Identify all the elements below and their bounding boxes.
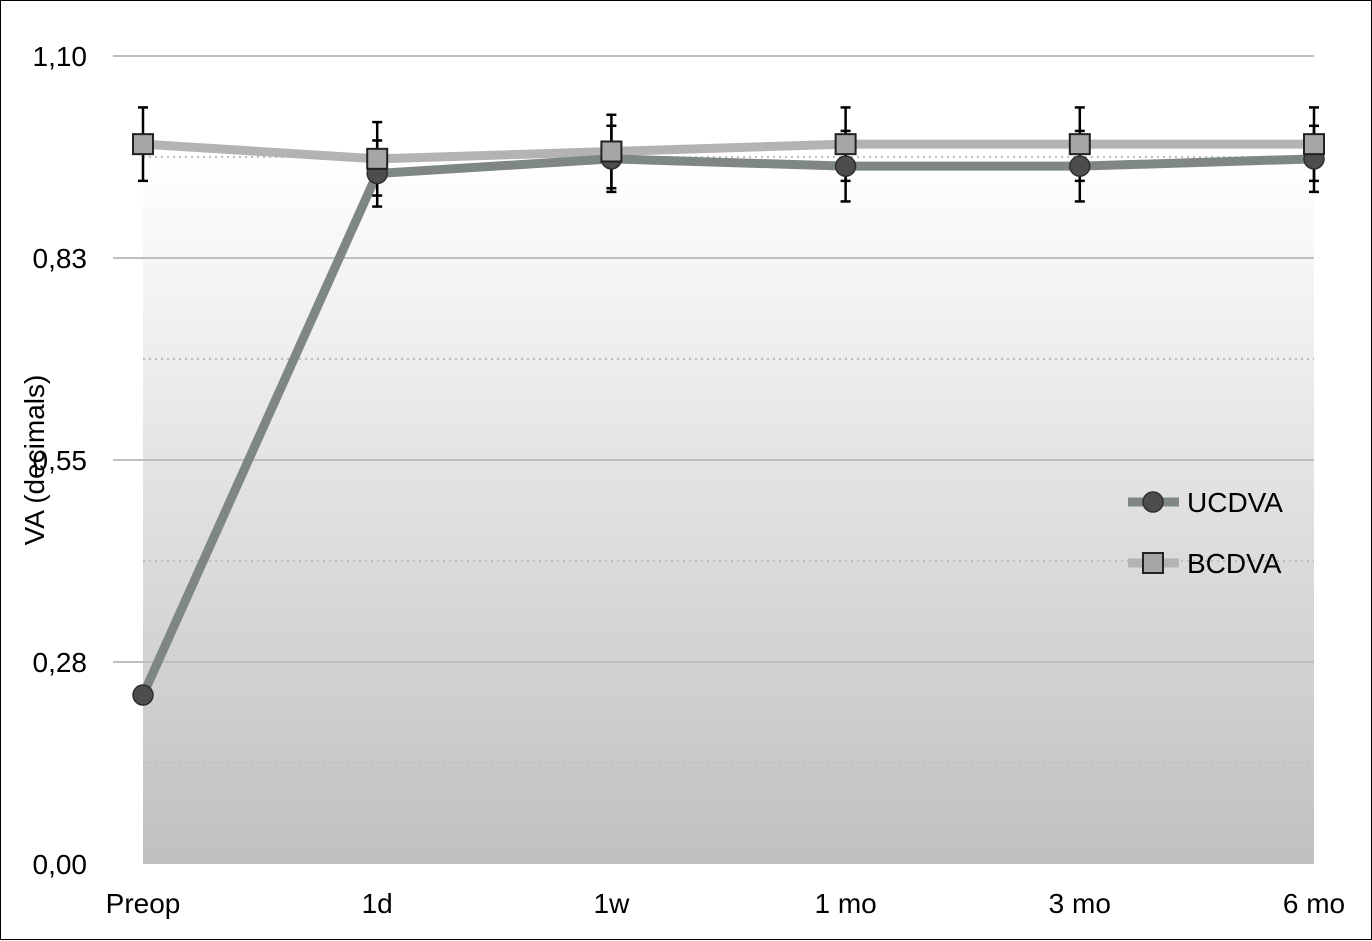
x-tick-label: 3 mo — [1049, 888, 1111, 919]
y-tick-label: 0,00 — [33, 849, 88, 880]
legend-marker-bcdva — [1142, 552, 1164, 574]
legend: UCDVA BCDVA — [1128, 487, 1283, 579]
y-axis-title: VA (decimals) — [19, 375, 50, 546]
data-point-ucdva — [834, 155, 857, 177]
x-tick-label: 1 mo — [814, 888, 876, 919]
y-tick-label: 1,10 — [33, 41, 88, 72]
y-tick-label: 0,83 — [33, 243, 88, 274]
gridlines — [113, 55, 1314, 764]
x-tick-label: 1w — [594, 888, 631, 919]
plot-area — [143, 158, 1314, 864]
data-point-bcdva — [366, 147, 389, 170]
legend-marker-ucdva — [1142, 491, 1164, 513]
x-tick-label: 1d — [362, 888, 393, 919]
data-point-ucdva — [132, 684, 154, 706]
series-line-ucdva — [138, 154, 1315, 697]
y-axis-ticks: 0,00 0,28 0,55 0,83 1,10 — [33, 41, 88, 880]
data-point-bcdva — [600, 140, 623, 163]
y-tick-label: 0,55 — [33, 445, 88, 476]
data-point-bcdva — [1068, 133, 1091, 156]
x-tick-label: 6 mo — [1283, 888, 1345, 919]
data-point-bcdva — [834, 133, 857, 156]
x-axis-ticks: Preop 1d 1w 1 mo 3 mo 6 mo — [106, 888, 1345, 919]
data-point-bcdva — [1303, 133, 1325, 156]
y-tick-label: 0,28 — [33, 647, 88, 678]
legend-label-bcdva: BCDVA — [1187, 548, 1282, 579]
data-point-bcdva — [132, 133, 154, 156]
series-line-bcdva — [142, 139, 1314, 164]
series — [132, 106, 1325, 706]
data-point-ucdva — [1069, 155, 1091, 177]
legend-label-ucdva: UCDVA — [1187, 487, 1283, 518]
x-tick-label: Preop — [106, 888, 181, 919]
